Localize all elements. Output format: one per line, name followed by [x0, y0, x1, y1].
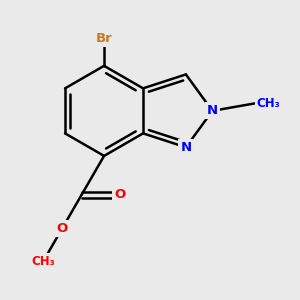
- Text: N: N: [180, 141, 191, 154]
- Text: O: O: [57, 221, 68, 235]
- Text: O: O: [114, 188, 125, 201]
- Text: N: N: [207, 104, 218, 117]
- Text: CH₃: CH₃: [257, 97, 281, 110]
- Text: CH₃: CH₃: [32, 255, 55, 268]
- Text: Br: Br: [96, 32, 112, 45]
